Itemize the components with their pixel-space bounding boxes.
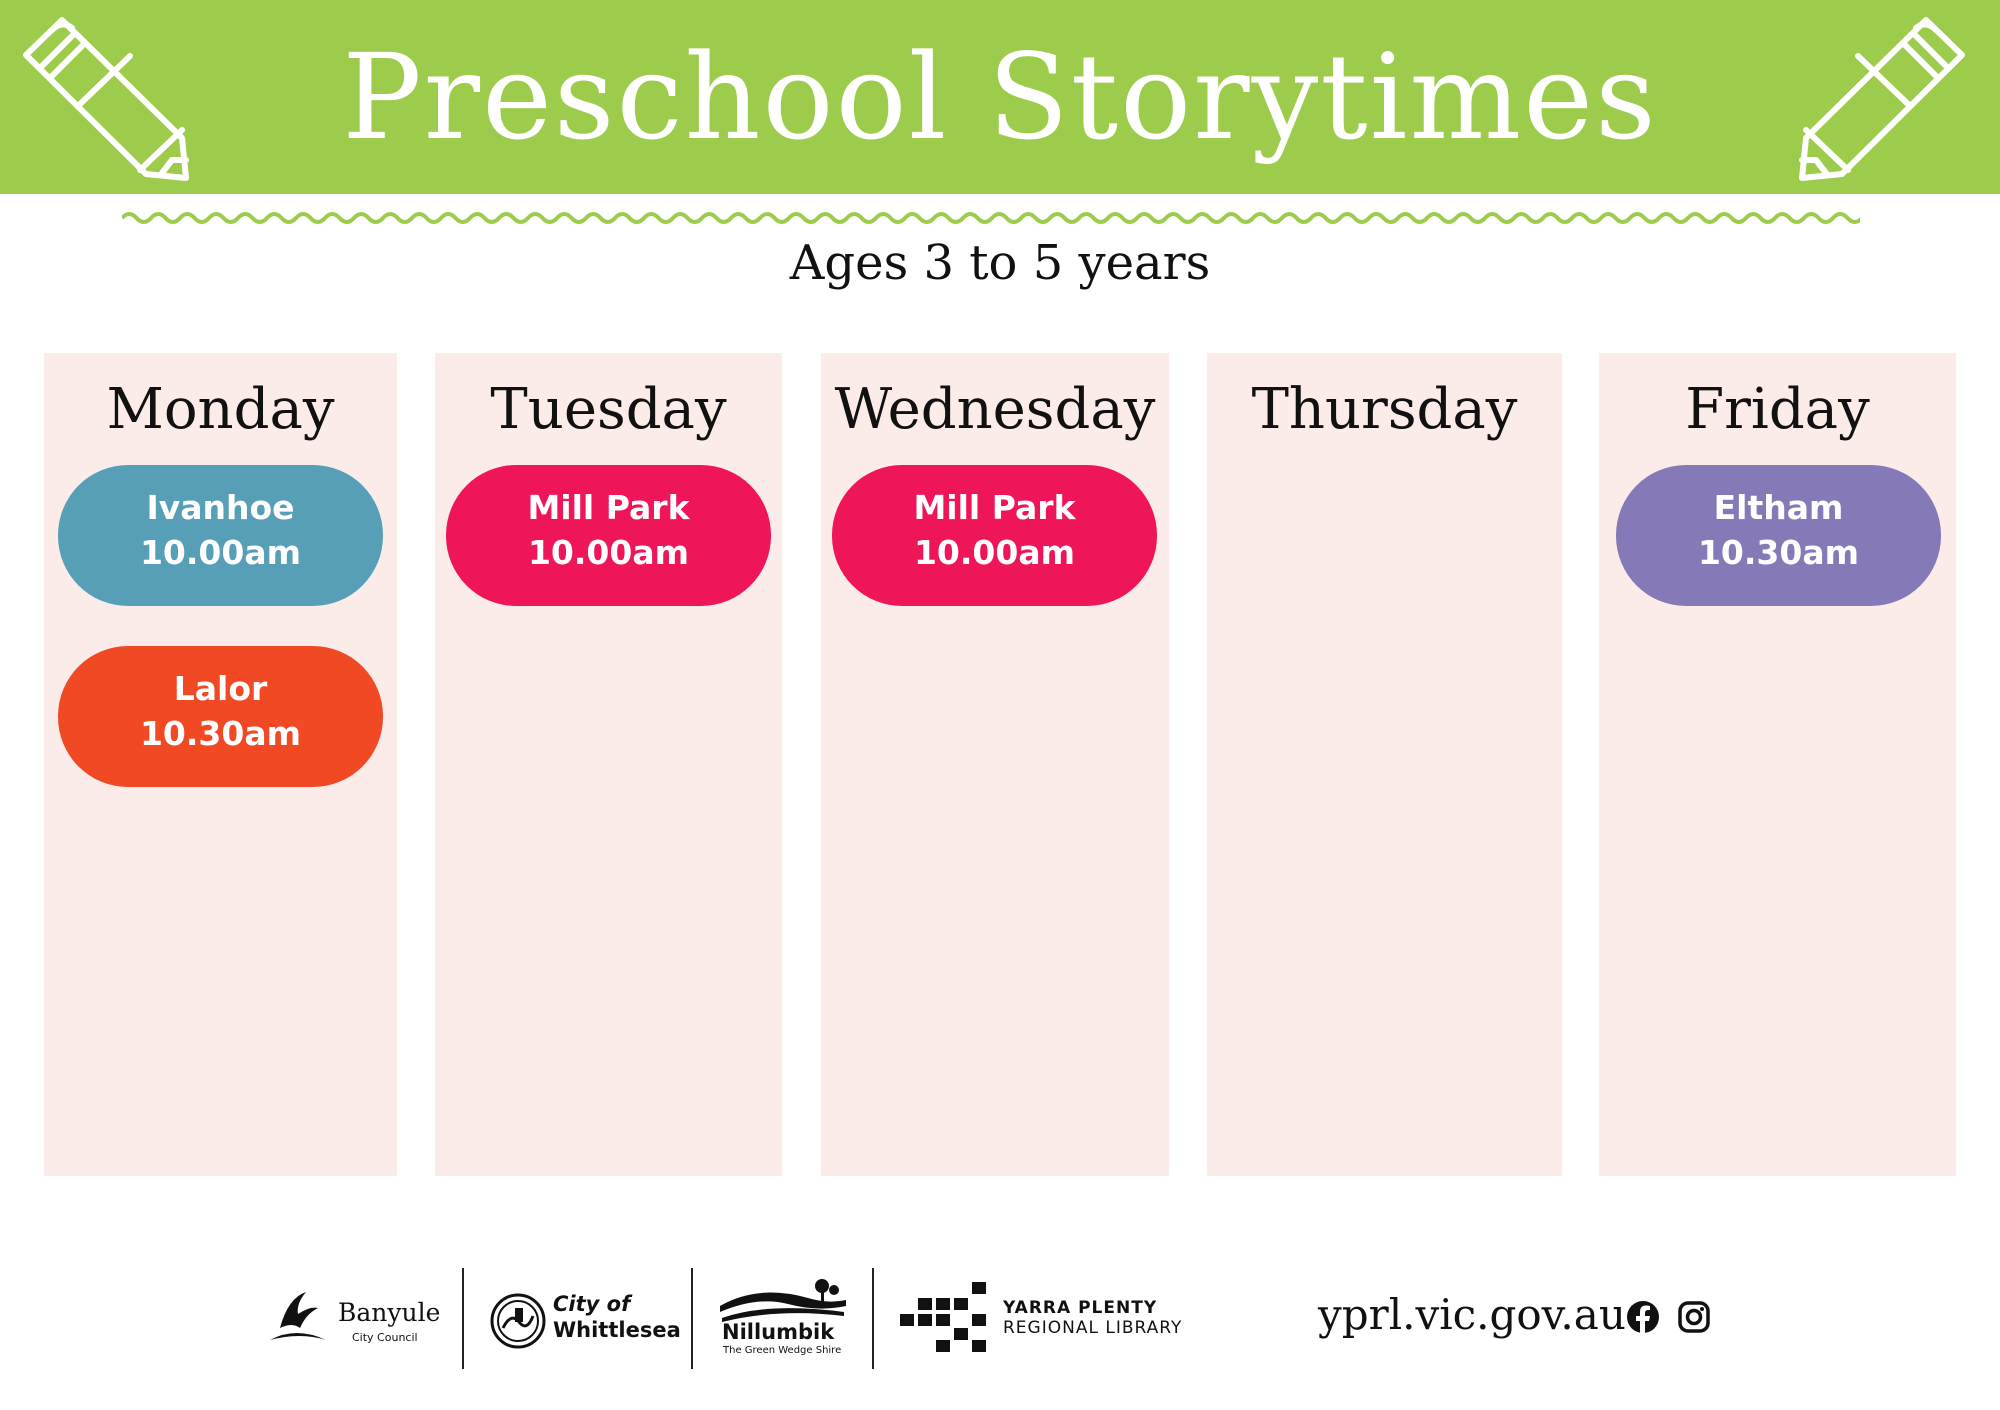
banyule-sub: City Council xyxy=(352,1331,418,1344)
header-banner xyxy=(0,0,2000,194)
day-column-monday: Monday Ivanhoe 10.00am Lalor 10.30am xyxy=(44,353,397,1176)
day-column-friday: Friday Eltham 10.30am xyxy=(1599,353,1956,1176)
whittlesea-line2: Whittlesea xyxy=(553,1318,681,1342)
session-card: Lalor 10.30am xyxy=(58,646,383,787)
yprl-blocks-icon xyxy=(900,1282,986,1352)
day-name: Wednesday xyxy=(834,377,1156,442)
session-card: Ivanhoe 10.00am xyxy=(58,465,383,606)
session-time: 10.00am xyxy=(139,533,302,572)
yprl-line1: YARRA PLENTY xyxy=(1003,1298,1158,1318)
subtitle: Ages 3 to 5 years xyxy=(789,235,1211,291)
footer-divider xyxy=(462,1268,464,1369)
nillumbik-hills-icon xyxy=(720,1279,846,1322)
banyule-name: Banyule xyxy=(338,1298,441,1327)
day-name: Monday xyxy=(106,377,335,442)
nillumbik-name: Nillumbik xyxy=(722,1320,835,1344)
session-card: Eltham 10.30am xyxy=(1616,465,1941,606)
day-column-tuesday: Tuesday Mill Park 10.00am xyxy=(435,353,782,1176)
bird-icon xyxy=(270,1292,326,1340)
whittlesea-emblem-icon xyxy=(490,1293,546,1349)
day-name: Friday xyxy=(1685,377,1870,442)
footer-divider xyxy=(691,1268,693,1369)
session-location: Eltham xyxy=(1713,488,1844,527)
facebook-icon[interactable] xyxy=(1626,1300,1660,1334)
session-time: 10.00am xyxy=(913,533,1076,572)
pencil-icon xyxy=(1799,17,1965,181)
session-card: Mill Park 10.00am xyxy=(832,465,1157,606)
day-name: Tuesday xyxy=(490,377,727,442)
day-column-wednesday: Wednesday Mill Park 10.00am xyxy=(821,353,1169,1176)
yprl-line2: REGIONAL LIBRARY xyxy=(1003,1318,1183,1338)
session-card: Mill Park 10.00am xyxy=(446,465,771,606)
session-location: Ivanhoe xyxy=(146,488,295,527)
session-time: 10.30am xyxy=(1697,533,1860,572)
footer-divider xyxy=(872,1268,874,1369)
website-link[interactable]: yprl.vic.gov.au xyxy=(1318,1290,1626,1339)
session-time: 10.00am xyxy=(527,533,690,572)
wavy-divider xyxy=(122,212,1860,224)
whittlesea-line1: City of xyxy=(553,1292,631,1316)
session-location: Mill Park xyxy=(913,488,1076,527)
page-title: Preschool Storytimes xyxy=(342,28,1658,166)
nillumbik-sub: The Green Wedge Shire xyxy=(723,1345,842,1356)
session-time: 10.30am xyxy=(139,714,302,753)
session-location: Mill Park xyxy=(527,488,690,527)
day-column-thursday: Thursday xyxy=(1207,353,1562,1176)
session-location: Lalor xyxy=(173,669,268,708)
pencil-icon xyxy=(23,17,189,181)
day-name: Thursday xyxy=(1251,377,1518,442)
instagram-icon[interactable] xyxy=(1677,1300,1711,1334)
